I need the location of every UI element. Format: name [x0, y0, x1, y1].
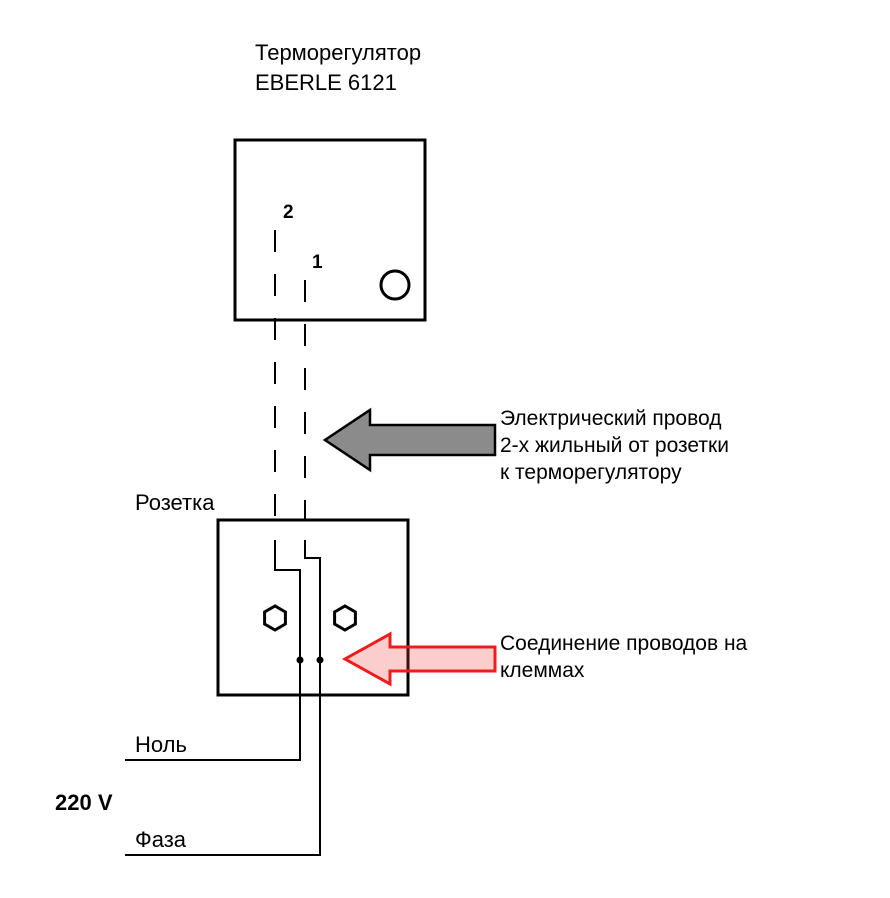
wire-inner-left	[275, 540, 300, 660]
arrow-clamp-icon	[345, 634, 495, 684]
thermostat-box	[235, 140, 425, 320]
neutral-label: Ноль	[135, 732, 187, 757]
wire-phase	[125, 660, 320, 855]
title-line2: EBERLE 6121	[255, 70, 397, 95]
terminal-2-label: 2	[283, 202, 294, 223]
arrow-clamp-text-2: клеммах	[500, 659, 585, 682]
phase-label: Фаза	[135, 827, 187, 852]
arrow-cable-text-3: к терморегулятору	[500, 461, 682, 484]
socket-hole-1	[265, 606, 286, 630]
arrow-clamp-text-1: Соединение проводов на	[500, 632, 748, 655]
thermostat-dial	[381, 271, 409, 299]
wire-inner-right	[305, 540, 320, 660]
voltage-label: 220 V	[55, 790, 113, 815]
title-line1: Терморегулятор	[255, 40, 421, 65]
socket-hole-2	[335, 606, 356, 630]
clamp-dot-1	[297, 657, 304, 664]
terminal-1-label: 1	[312, 252, 323, 273]
clamp-dot-2	[317, 657, 324, 664]
arrow-cable-text-2: 2-х жильный от розетки	[500, 434, 729, 457]
arrow-cable-text-1: Электрический провод	[500, 407, 722, 430]
socket-label: Розетка	[135, 490, 215, 515]
arrow-cable-icon	[325, 410, 495, 470]
